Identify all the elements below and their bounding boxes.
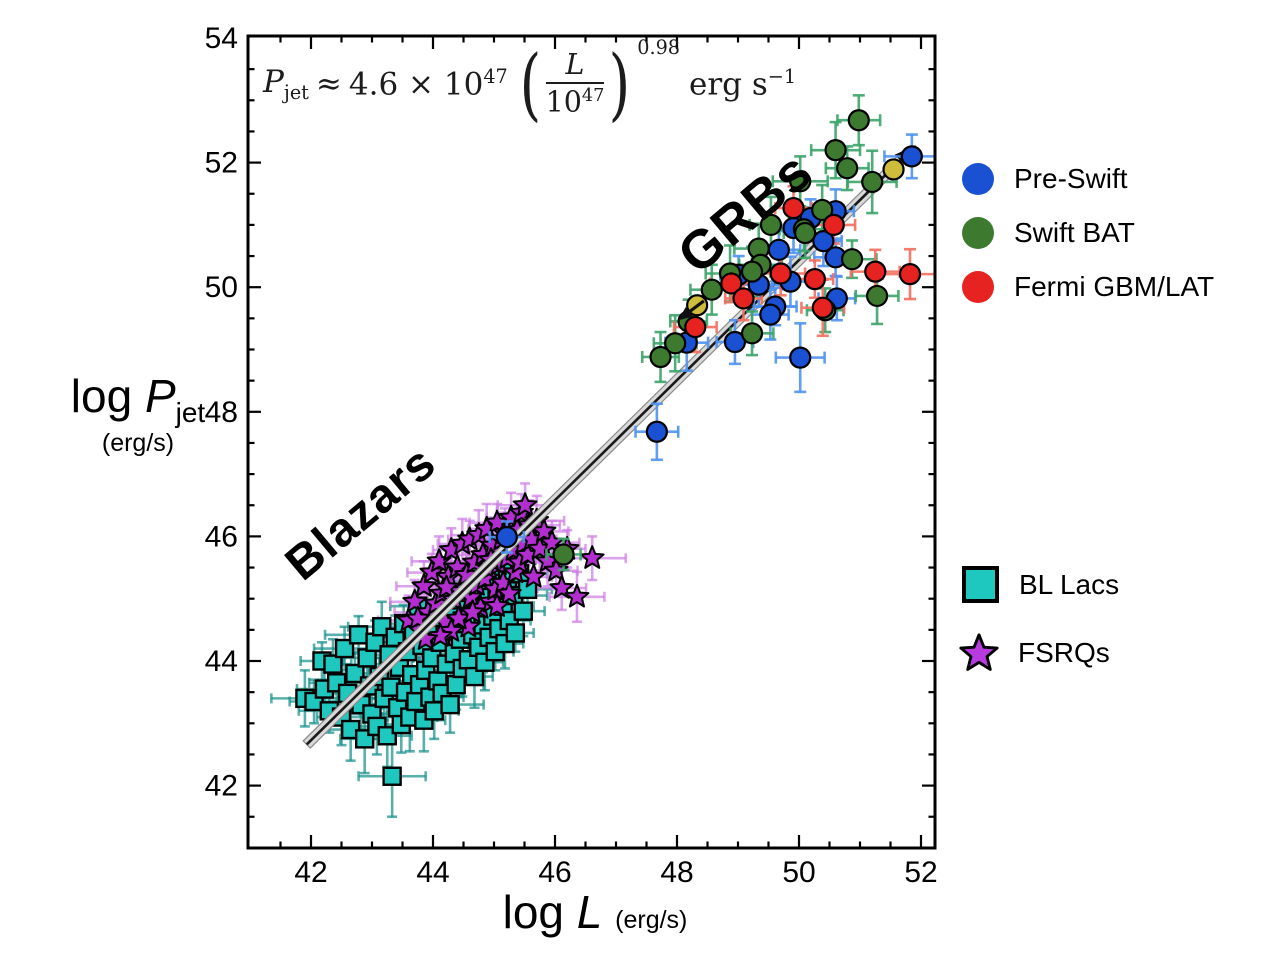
- bl-lac-square-icon: [962, 566, 999, 603]
- equation-exponent: 0.98: [637, 36, 681, 59]
- y-tick-label: 42: [205, 770, 238, 803]
- luminosity-fraction: L 1047: [545, 48, 605, 119]
- pre-swift-circle-icon: [962, 163, 994, 195]
- x-tick-label: 48: [660, 856, 693, 889]
- legend-label: Pre-Swift: [1014, 163, 1128, 194]
- grb-legend: Pre-Swift Swift BAT Fermi GBM/LAT: [962, 163, 1214, 303]
- equation-approx-sign: ≈: [315, 65, 342, 102]
- legend-label: FSRQs: [1018, 637, 1110, 668]
- x-tick-label: 52: [904, 856, 937, 889]
- legend-row-pre-swift: Pre-Swift: [962, 163, 1214, 195]
- plot-area: [270, 94, 935, 819]
- fraction-bar: [545, 81, 605, 84]
- swift-bat-series: [552, 109, 889, 566]
- y-tick-label: 48: [205, 396, 238, 429]
- fermi-gbm-lat-series: [684, 196, 922, 339]
- legend-row-fermi: Fermi GBM/LAT: [962, 271, 1214, 303]
- x-tick-label: 42: [294, 856, 327, 889]
- blazar-legend: BL Lacs FSRQs: [959, 566, 1119, 675]
- fsrq-star-icon: [959, 633, 999, 671]
- y-tick-label: 50: [205, 271, 238, 304]
- axes-frame: 42 44 46 48 50 52 42 44 46 48 50 52 54: [205, 22, 938, 889]
- equation-units: erg s−1: [689, 65, 797, 103]
- legend-label: Fermi GBM/LAT: [1014, 271, 1215, 302]
- equation-coefficient: 4.6 × 1047: [348, 65, 508, 103]
- y-tick-label: 44: [205, 645, 238, 678]
- y-axis-label: log Pjet (erg/s): [36, 372, 240, 456]
- legend-row-bl-lacs: BL Lacs: [962, 566, 1119, 603]
- swift-bat-circle-icon: [962, 217, 994, 249]
- x-tick-label: 44: [416, 856, 449, 889]
- y-tick-label: 54: [205, 22, 238, 55]
- legend-label: Swift BAT: [1014, 217, 1135, 248]
- upper-limit-arrow: [678, 299, 705, 321]
- legend-row-fsrqs: FSRQs: [959, 631, 1119, 675]
- equation-ratio-term: ( L 1047 ) 0.98: [519, 36, 681, 130]
- x-tick-label: 50: [782, 856, 815, 889]
- fit-equation: Pjet ≈ 4.6 × 1047 ( L 1047 ) 0.98 erg s−…: [263, 36, 797, 130]
- y-tick-label: 52: [205, 147, 238, 180]
- x-tick-label: 46: [538, 856, 571, 889]
- fermi-circle-icon: [962, 271, 994, 303]
- y-tick-label: 46: [205, 520, 238, 553]
- x-axis-label: log L (erg/s): [502, 886, 688, 938]
- legend-label: BL Lacs: [1019, 568, 1120, 600]
- equation-lhs: Pjet: [263, 63, 309, 104]
- legend-row-swift-bat: Swift BAT: [962, 217, 1214, 249]
- y-axis-units: (erg/s): [101, 428, 175, 457]
